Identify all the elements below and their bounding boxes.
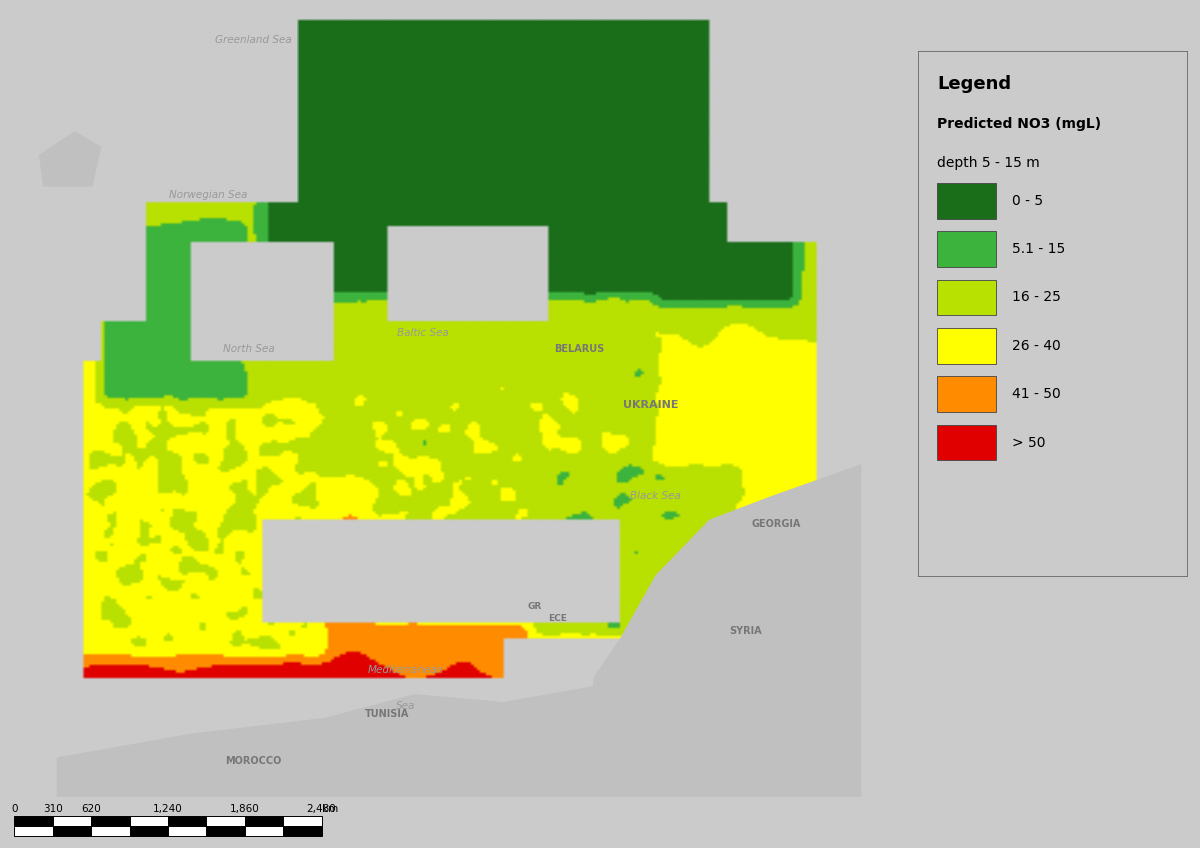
Bar: [168, 826, 206, 836]
Bar: [206, 826, 245, 836]
Text: Legend: Legend: [937, 75, 1012, 92]
Bar: [937, 183, 996, 219]
Bar: [130, 826, 168, 836]
Bar: [206, 816, 245, 826]
Text: 2,480: 2,480: [307, 804, 336, 814]
Text: Baltic Sea: Baltic Sea: [397, 328, 449, 338]
Text: 26 - 40: 26 - 40: [1013, 339, 1061, 353]
Text: Norwegian Sea: Norwegian Sea: [169, 190, 248, 199]
Text: ECE: ECE: [548, 614, 566, 623]
Text: GR: GR: [528, 602, 542, 611]
Text: 310: 310: [43, 804, 62, 814]
Bar: [283, 816, 322, 826]
Text: 1,240: 1,240: [154, 804, 182, 814]
Text: BELARUS: BELARUS: [554, 344, 605, 354]
Text: Mediterranean: Mediterranean: [367, 666, 444, 675]
Text: Predicted NO3 (mgL): Predicted NO3 (mgL): [937, 117, 1102, 131]
Text: km: km: [322, 804, 338, 814]
Bar: [283, 826, 322, 836]
Text: 0: 0: [11, 804, 18, 814]
Text: GEORGIA: GEORGIA: [751, 519, 802, 528]
Bar: [937, 280, 996, 315]
Bar: [91, 816, 130, 826]
Polygon shape: [38, 131, 101, 187]
Bar: [168, 816, 206, 826]
Text: depth 5 - 15 m: depth 5 - 15 m: [937, 156, 1039, 170]
Text: 1,860: 1,860: [230, 804, 259, 814]
Text: 0 - 5: 0 - 5: [1013, 193, 1044, 208]
Text: Sea: Sea: [396, 701, 415, 711]
Polygon shape: [56, 678, 862, 797]
Bar: [937, 232, 996, 267]
Text: TUNISIA: TUNISIA: [365, 709, 409, 719]
Bar: [53, 826, 91, 836]
Bar: [14, 816, 53, 826]
Bar: [937, 425, 996, 460]
Text: 16 - 25: 16 - 25: [1013, 291, 1061, 304]
Text: 5.1 - 15: 5.1 - 15: [1013, 242, 1066, 256]
Text: > 50: > 50: [1013, 436, 1046, 449]
Bar: [245, 826, 283, 836]
Text: 41 - 50: 41 - 50: [1013, 388, 1061, 401]
Bar: [91, 826, 130, 836]
Bar: [53, 816, 91, 826]
Bar: [937, 377, 996, 412]
Text: UKRAINE: UKRAINE: [624, 399, 679, 410]
Bar: [245, 816, 283, 826]
Text: MOROCCO: MOROCCO: [226, 756, 282, 767]
FancyBboxPatch shape: [12, 4, 906, 797]
Polygon shape: [593, 464, 862, 702]
FancyBboxPatch shape: [918, 51, 1188, 577]
Text: Greenland Sea: Greenland Sea: [215, 35, 292, 45]
Bar: [937, 328, 996, 364]
Text: SYRIA: SYRIA: [728, 626, 761, 636]
Text: Black Sea: Black Sea: [630, 491, 682, 501]
Bar: [130, 816, 168, 826]
Bar: [14, 826, 53, 836]
Text: North Sea: North Sea: [223, 344, 275, 354]
Text: 620: 620: [82, 804, 101, 814]
